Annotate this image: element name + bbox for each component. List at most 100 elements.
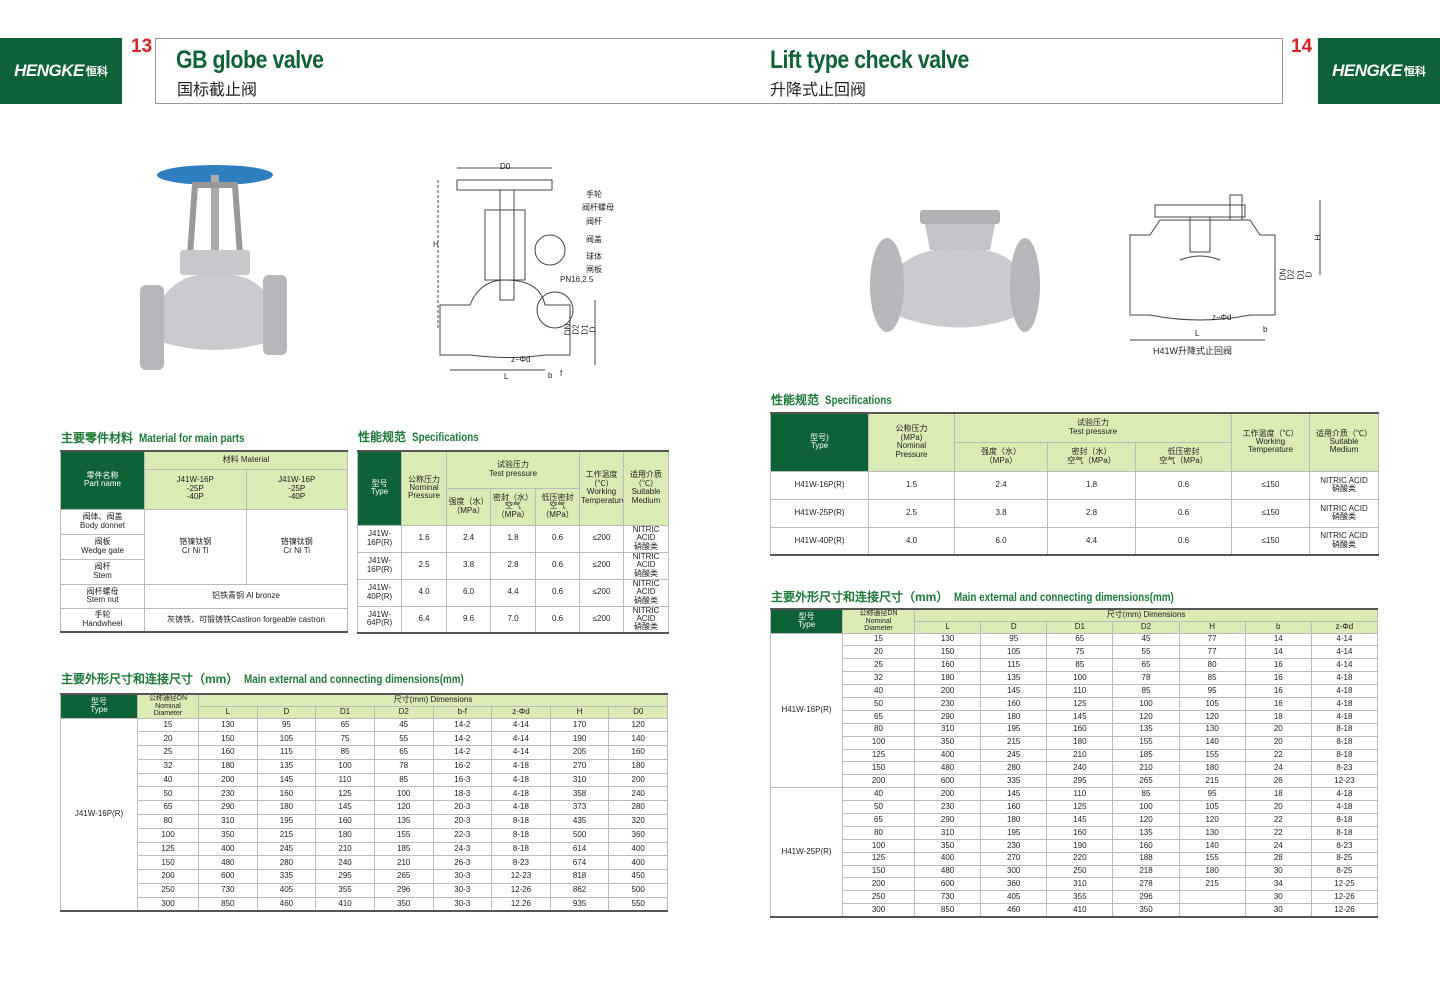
table-cell: 405: [980, 890, 1048, 905]
section-title-materials: 主要零件材料 Material for main parts: [61, 429, 268, 446]
section-title-right-specs: 性能规范 Specifications: [771, 391, 906, 408]
table-cell: 160: [198, 745, 258, 760]
table-cell: 4.4: [1047, 526, 1136, 556]
table-cell: 195: [980, 722, 1048, 737]
table-cell: 280: [608, 800, 668, 816]
table-cell: 210: [373, 855, 434, 871]
en: Stem nut: [86, 595, 119, 604]
dim-zd: z−Φd: [511, 355, 531, 364]
title-cn: 主要零件材料: [61, 431, 134, 445]
table-cell: 850: [198, 896, 258, 912]
table-cell: 95: [256, 717, 317, 733]
header-dn: 公称通径DN Nominal Diameter: [137, 693, 199, 719]
table-row: 20 150 105 75 55 77 14 4-14: [771, 645, 1379, 660]
table-cell: 155: [1178, 851, 1246, 866]
table-cell: 355: [1046, 890, 1114, 905]
table-cell: 8-25: [1310, 864, 1379, 879]
table-row: 25 160 115 85 65 80 16 4-14: [771, 658, 1379, 673]
table-cell: 24: [1244, 838, 1312, 853]
table-cell: 125: [1046, 800, 1114, 814]
table-row: 300 850 460 410 350 30-3 12.26 935 550: [61, 896, 668, 912]
header-test: 试验压力 Test pressure: [445, 450, 581, 489]
table-cell: ≤200: [579, 578, 625, 607]
header-col1: J41W-16P -25P -40P: [144, 468, 247, 510]
table-cell: 95: [1178, 787, 1246, 802]
table-cell: 335: [980, 774, 1048, 789]
section-title-left-specs: 性能规范 Specifications: [358, 428, 493, 445]
table-cell: 4-18: [491, 800, 551, 816]
table-cell: 1.6: [401, 524, 447, 553]
table-cell: 110: [315, 772, 375, 788]
table-cell: ≤150: [1231, 498, 1311, 528]
table-cell: 160: [1046, 825, 1114, 840]
table-cell: 7.0: [490, 605, 536, 634]
table-cell: 4-14: [1310, 632, 1379, 647]
table-row: 80 310 195 160 135 130 22 8-18: [771, 825, 1379, 840]
table-cell: 6.0: [954, 526, 1048, 556]
table-cell: 18: [1244, 709, 1312, 724]
table-row: J41W-16P(R) 1.6 2.4 1.8 0.6 ≤200 NITRIC ACID 硝…: [357, 524, 670, 553]
table-cell: 190: [549, 731, 610, 747]
table-cell: J41W-16P(R): [357, 551, 402, 580]
table-cell: 135: [1112, 825, 1180, 840]
table-cell: 65: [137, 800, 199, 816]
header-dimensions: 尺寸(mm) Dimensions: [198, 693, 668, 707]
table-cell: ≤200: [579, 605, 625, 634]
header-col2: J41W-16P -25P -40P: [245, 468, 348, 510]
dim-l: L: [504, 372, 509, 381]
table-cell: 320: [608, 814, 668, 829]
table-cell: 8-23: [1310, 838, 1379, 853]
table-cell: 220: [1046, 851, 1114, 866]
column-header: D0: [608, 705, 668, 719]
table-cell: 310: [913, 825, 982, 840]
page-title-left: GB globe valve: [176, 46, 324, 74]
table-cell: 4-14: [491, 717, 551, 733]
table-cell: 200: [842, 877, 915, 892]
table-cell: 8-18: [1310, 748, 1379, 763]
title-cn: 主要外形尺寸和连接尺寸（mm）: [771, 590, 949, 604]
table-cell: 180: [315, 827, 375, 843]
table-cell: 125: [315, 786, 375, 802]
brand-logo-left: HENGKE 恒科: [0, 38, 122, 104]
table-cell: 160: [256, 786, 317, 802]
column-header: D1: [1046, 620, 1114, 634]
table-cell: 100: [842, 735, 915, 750]
table-cell: 180: [1178, 761, 1246, 776]
table-cell: 80: [1178, 658, 1246, 673]
globe-valve-photo: [140, 165, 287, 370]
table-cell: 180: [1178, 864, 1246, 879]
table-cell: 435: [549, 814, 610, 829]
table-cell: 180: [608, 758, 668, 774]
table-cell: 16-3: [432, 772, 493, 788]
table-cell: 6.0: [446, 578, 491, 607]
table-cell: 410: [315, 896, 375, 912]
table-cell: 100: [373, 786, 434, 802]
table-cell: 65: [373, 745, 434, 760]
table-cell: 200: [137, 869, 199, 885]
table-cell: 3.8: [954, 498, 1048, 528]
table-cell: 300: [842, 903, 915, 918]
table-row: 80 310 195 160 135 130 20 8-18: [771, 722, 1379, 737]
cn: 阀杆螺母: [86, 586, 119, 596]
table-cell: 205: [549, 745, 610, 760]
table-cell: 160: [980, 800, 1048, 814]
table-cell: [1178, 903, 1246, 918]
table-cell: 1.5: [868, 470, 955, 500]
table-row: 250 730 405 355 296 30 12-26: [771, 890, 1379, 905]
table-cell: 8-18: [1310, 735, 1379, 750]
table-cell: 30: [1244, 903, 1312, 918]
table-cell: 2.5: [868, 498, 955, 528]
en: Handwheel: [82, 618, 123, 628]
cn: 阀体、阀盖: [82, 512, 123, 522]
materials-table: 零件名称 Part name 材料 Material J41W-16P -25P …: [60, 450, 348, 633]
table-row: 100 350 230 190 160 140 24 8-23: [771, 838, 1379, 853]
column-header: D: [980, 620, 1048, 634]
table-cell: 4-18: [1310, 684, 1379, 698]
table-cell: J41W-40P(R): [357, 578, 402, 607]
table-cell: 135: [373, 814, 434, 829]
brand-logo-right: HENGKE 恒科: [1318, 38, 1440, 104]
table-cell: 6.4: [401, 605, 447, 634]
table-cell: 4-18: [491, 786, 551, 802]
left-specs-table: 型号 Type 公称压力 Nominal Pressure 试验压力 Test pr…: [357, 450, 670, 634]
logo-text: HENGKE: [14, 61, 84, 80]
